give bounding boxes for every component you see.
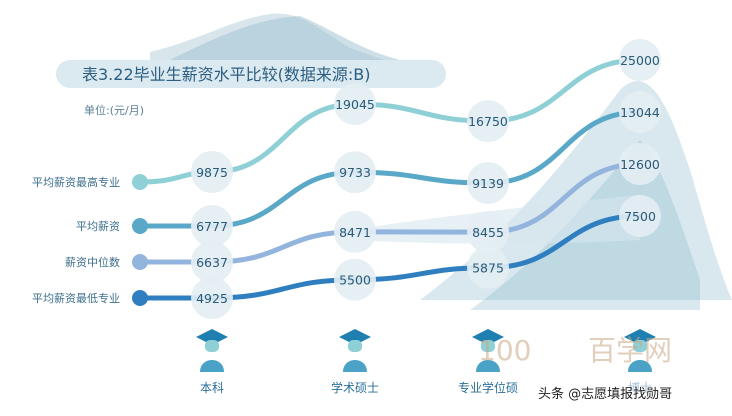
data-point-2-0: 6637 xyxy=(191,241,233,283)
category-axis: 本科学术硕士专业学位硕博士 xyxy=(196,329,656,395)
value-bubble xyxy=(467,211,509,254)
data-label: 19045 xyxy=(335,97,375,112)
legend-label-3: 平均薪资最低专业 xyxy=(32,291,120,305)
legend-dot-0 xyxy=(132,174,148,190)
data-label: 9733 xyxy=(339,165,371,180)
data-point-1-0: 6777 xyxy=(191,205,233,247)
data-label: 4925 xyxy=(196,291,228,306)
category-2: 专业学位硕 xyxy=(458,329,518,395)
data-point-3-0: 4925 xyxy=(191,277,233,319)
data-point-2-2: 8455 xyxy=(467,211,509,254)
data-label: 5500 xyxy=(339,273,371,288)
graduate-icon xyxy=(472,329,504,372)
data-point-2-1: 8471 xyxy=(334,210,376,253)
data-point-1-2: 9139 xyxy=(467,162,509,205)
value-bubble xyxy=(467,162,509,205)
legend-label-1: 平均薪资 xyxy=(76,220,120,233)
value-bubble xyxy=(467,246,509,289)
value-bubble xyxy=(191,205,233,247)
value-bubble xyxy=(619,39,661,81)
legend-dot-1 xyxy=(132,218,148,234)
legend-dot-3 xyxy=(132,290,148,306)
value-bubble xyxy=(619,195,661,237)
value-bubble xyxy=(191,241,233,283)
category-label: 学术硕士 xyxy=(331,380,379,395)
value-bubble xyxy=(191,151,233,193)
data-label: 16750 xyxy=(468,114,508,129)
watermark-site: 百学网 xyxy=(588,334,672,367)
data-point-0-3: 25000 xyxy=(619,39,661,81)
graduate-icon xyxy=(196,329,228,372)
data-label: 5875 xyxy=(472,261,504,276)
legend-dot-2 xyxy=(132,254,148,270)
data-point-3-3: 7500 xyxy=(619,195,661,237)
chart-title: 表3.22毕业生薪资水平比较(数据来源:B) xyxy=(82,65,370,84)
data-point-3-1: 5500 xyxy=(334,258,376,301)
watermark: 100 百学网 头条 @志愿填报找勋哥 xyxy=(478,334,728,404)
category-1: 学术硕士 xyxy=(331,329,379,395)
value-bubble xyxy=(619,143,661,185)
value-bubble xyxy=(334,83,376,126)
graduate-icon xyxy=(339,329,371,372)
data-labels: 9875 19045 16750 25000 6777 9733 9139 13044 6637… xyxy=(191,39,661,319)
category-label: 专业学位硕 xyxy=(458,380,518,395)
data-label: 7500 xyxy=(624,209,656,224)
data-label: 25000 xyxy=(620,53,660,68)
data-point-3-2: 5875 xyxy=(467,246,509,289)
data-point-0-2: 16750 xyxy=(467,100,509,143)
data-label: 8455 xyxy=(472,225,504,240)
graduate-icon xyxy=(624,329,656,372)
unit-label: 单位:(元/月) xyxy=(84,103,144,117)
data-point-0-0: 9875 xyxy=(191,151,233,193)
data-label: 6777 xyxy=(196,219,228,234)
legend-label-0: 平均薪资最高专业 xyxy=(32,175,120,189)
data-label: 9139 xyxy=(472,176,504,191)
category-0: 本科 xyxy=(196,329,228,395)
value-bubble xyxy=(334,151,376,194)
data-label: 9875 xyxy=(196,165,228,180)
data-label: 6637 xyxy=(196,255,228,270)
value-bubble xyxy=(334,210,376,253)
value-bubble xyxy=(467,100,509,143)
legend-label-2: 薪资中位数 xyxy=(65,255,120,269)
category-label: 本科 xyxy=(200,381,224,395)
data-point-2-3: 12600 xyxy=(619,143,661,185)
value-bubble xyxy=(191,277,233,319)
data-label: 12600 xyxy=(620,157,660,172)
value-bubble xyxy=(619,91,661,133)
data-label: 13044 xyxy=(620,105,660,120)
data-point-0-1: 19045 xyxy=(334,83,376,126)
data-point-1-1: 9733 xyxy=(334,151,376,194)
watermark-credit: 头条 @志愿填报找勋哥 xyxy=(538,386,672,402)
watermark-logo: 100 xyxy=(478,334,531,367)
data-point-1-3: 13044 xyxy=(619,91,661,133)
data-label: 8471 xyxy=(339,225,371,240)
value-bubble xyxy=(334,258,376,301)
title-banner: 表3.22毕业生薪资水平比较(数据来源:B) xyxy=(56,60,446,88)
